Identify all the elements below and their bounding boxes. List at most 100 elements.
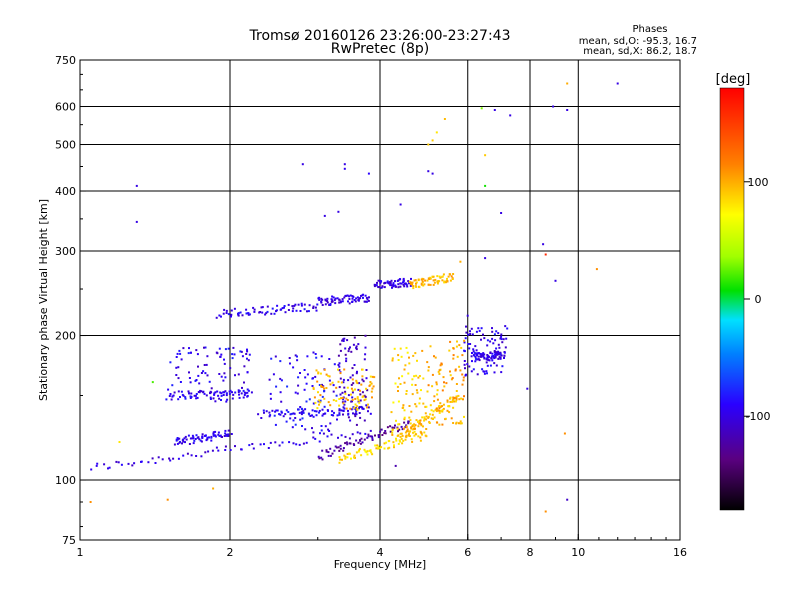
data-point (355, 345, 358, 348)
data-point (344, 353, 347, 356)
data-point (191, 437, 194, 440)
data-point (437, 370, 440, 373)
data-point (398, 439, 401, 442)
data-point (247, 313, 250, 316)
data-point (209, 396, 212, 399)
data-point (238, 393, 240, 396)
data-point (179, 381, 182, 383)
data-point (222, 312, 225, 315)
data-point (319, 432, 321, 435)
data-point (338, 461, 341, 464)
data-point (431, 413, 434, 416)
data-point (324, 412, 326, 415)
data-point (282, 415, 285, 418)
data-point (212, 431, 215, 434)
data-point (205, 363, 208, 366)
data-point (566, 498, 569, 501)
data-point (566, 82, 569, 85)
data-point (392, 282, 395, 285)
data-point (214, 430, 217, 433)
data-point (343, 386, 346, 389)
data-point (224, 376, 227, 379)
data-point (360, 437, 363, 440)
data-point (193, 439, 196, 442)
data-point (323, 387, 326, 390)
data-point (475, 349, 478, 352)
data-point (407, 434, 410, 437)
data-point (247, 389, 250, 392)
data-point (353, 406, 356, 409)
data-point (408, 280, 411, 283)
data-point (355, 297, 358, 300)
data-point (346, 443, 349, 446)
data-point (409, 284, 412, 287)
data-point (477, 355, 480, 358)
data-point (374, 444, 377, 447)
data-point (449, 340, 452, 343)
data-point (283, 306, 285, 309)
data-point (195, 397, 198, 400)
data-point (169, 393, 172, 395)
data-point (494, 355, 497, 358)
data-point (443, 118, 446, 120)
data-point (165, 398, 168, 401)
data-point (317, 455, 320, 458)
data-point (422, 425, 424, 428)
data-point (225, 312, 228, 314)
data-point (250, 391, 253, 394)
data-point (463, 339, 466, 342)
data-point (324, 425, 327, 428)
data-point (198, 438, 201, 441)
data-point (241, 386, 243, 389)
data-point (394, 382, 397, 385)
data-point (374, 434, 376, 437)
data-point (477, 327, 480, 330)
data-point (403, 421, 406, 424)
x-tick-label: 6 (464, 546, 471, 559)
data-point (468, 347, 471, 350)
data-point (397, 430, 399, 433)
data-point (279, 360, 282, 363)
data-point (406, 428, 409, 431)
data-point (402, 281, 404, 284)
data-point (488, 359, 491, 362)
data-point (321, 449, 324, 452)
data-point (498, 353, 500, 356)
data-point (315, 356, 318, 359)
data-point (212, 487, 215, 490)
data-point (188, 443, 191, 445)
data-point (472, 348, 475, 351)
data-point (401, 442, 404, 445)
data-point (323, 390, 326, 393)
data-point (245, 312, 248, 315)
data-point (499, 353, 502, 356)
data-point (364, 334, 367, 337)
data-point (285, 409, 288, 412)
data-point (181, 442, 183, 445)
data-point (188, 347, 190, 350)
data-point (288, 441, 291, 444)
data-point (303, 303, 306, 306)
data-point (429, 413, 432, 416)
data-point (462, 376, 465, 379)
data-point (452, 397, 455, 400)
data-point (552, 105, 555, 108)
data-point (234, 374, 236, 377)
data-points (89, 82, 619, 513)
data-point (499, 357, 502, 360)
data-point (337, 354, 340, 357)
data-point (397, 354, 400, 357)
data-point (326, 297, 329, 300)
data-point (268, 378, 271, 381)
data-point (394, 464, 397, 467)
data-point (335, 386, 338, 389)
data-point (276, 409, 279, 412)
data-point (383, 282, 386, 285)
data-point (232, 393, 235, 396)
data-point (477, 352, 480, 355)
data-point (340, 397, 342, 400)
data-point (452, 347, 455, 350)
data-point (446, 409, 449, 412)
data-point (342, 378, 345, 381)
data-point (300, 413, 303, 416)
